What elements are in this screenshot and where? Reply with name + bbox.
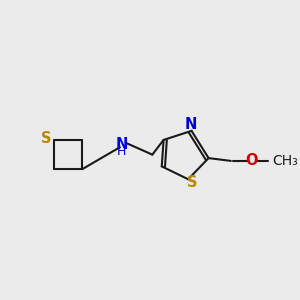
Text: N: N [184, 117, 197, 132]
Text: O: O [245, 153, 257, 168]
Text: S: S [187, 176, 197, 190]
Text: S: S [41, 131, 52, 146]
Text: N: N [116, 137, 128, 152]
Text: H: H [117, 146, 127, 158]
Text: CH₃: CH₃ [272, 154, 298, 168]
